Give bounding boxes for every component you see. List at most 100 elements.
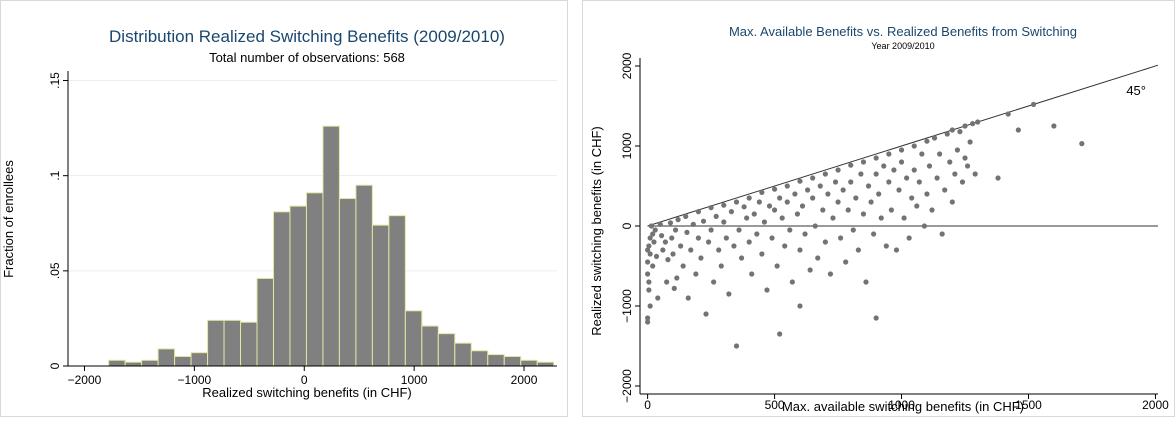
histogram-bar: [437, 333, 456, 367]
scatter-point: [807, 267, 813, 273]
scatter-point: [674, 275, 680, 281]
scatter-point: [647, 303, 653, 309]
histogram-title: Distribution Realized Switching Benefits…: [109, 27, 505, 46]
histogram-bar: [454, 342, 472, 367]
scatter-point: [959, 179, 966, 185]
scatter-point: [645, 319, 651, 325]
scatter-title: Max. Available Benefits vs. Realized Ben…: [729, 24, 1077, 39]
scatter-point: [868, 199, 874, 205]
scatter-point: [761, 219, 768, 225]
scatter-x-tick-label: 1000: [888, 398, 915, 412]
histogram-bar: [141, 359, 159, 367]
scatter-point: [904, 175, 910, 181]
scatter-point: [664, 279, 670, 285]
scatter-point: [863, 279, 869, 285]
scatter-point: [693, 271, 699, 277]
scatter-point: [995, 175, 1001, 181]
scatter-point: [914, 203, 920, 209]
scatter-point: [744, 215, 750, 221]
scatter-point: [779, 215, 785, 221]
scatter-point: [746, 195, 752, 201]
scatter-point: [646, 243, 652, 249]
scatter-point: [825, 191, 831, 197]
scatter-point: [860, 159, 867, 165]
scatter-point: [731, 243, 737, 249]
scatter-point: [840, 187, 846, 193]
scatter-point: [901, 215, 907, 221]
scatter-point: [964, 163, 971, 169]
scatter-point: [769, 235, 775, 241]
scatter-point: [919, 151, 925, 157]
scatter-point: [759, 189, 765, 195]
scatter-chart: 0 500 1000 1500 2000 −2000 −1000 0 1000 2000 Max.…: [589, 24, 1169, 414]
histogram-bar: [470, 350, 489, 367]
scatter-point: [754, 231, 760, 237]
scatter-point: [646, 279, 652, 285]
scatter-point: [921, 223, 927, 229]
scatter-point: [1079, 141, 1085, 147]
scatter-point: [929, 207, 935, 213]
scatter-point: [827, 271, 834, 277]
histogram-y-tick-label: .05: [48, 262, 62, 279]
scatter-point: [797, 303, 803, 309]
histogram-bar: [256, 277, 274, 367]
scatter-point: [671, 285, 677, 291]
scatter-point: [832, 179, 839, 185]
scatter-point: [708, 227, 714, 233]
scatter-point: [886, 151, 892, 157]
scatter-point: [947, 159, 953, 165]
scatter-point: [975, 119, 981, 125]
histogram-bar: [305, 192, 324, 367]
scatter-point: [820, 207, 826, 213]
histogram-x-tick-label: −2000: [68, 373, 102, 387]
scatter-point: [898, 147, 905, 153]
histogram-x-tick-label: 1000: [401, 373, 428, 387]
scatter-y-tick-label: 0: [620, 222, 634, 229]
scatter-point: [883, 243, 889, 249]
histogram-bar: [108, 359, 126, 367]
scatter-point: [784, 183, 790, 189]
histogram-bar: [174, 355, 192, 367]
scatter-point: [944, 131, 950, 137]
scatter-point: [771, 207, 778, 213]
scatter-point: [810, 195, 816, 201]
scatter-point: [774, 263, 780, 269]
histogram-bar: [520, 359, 538, 367]
scatter-45-degree-annotation: 45°: [1126, 83, 1146, 98]
scatter-point: [794, 211, 801, 217]
histogram-chart: −2000 −1000 0 1000 2000 0 .05 .1 .15 Distributio…: [1, 27, 557, 400]
scatter-point: [683, 213, 689, 219]
scatter-point: [645, 247, 651, 253]
scatter-point: [937, 151, 943, 157]
scatter-point: [708, 205, 714, 211]
scatter-point: [678, 243, 684, 249]
histogram-bars: [108, 125, 555, 367]
histogram-subtitle: Total number of observations: 568: [209, 50, 405, 65]
scatter-point: [746, 239, 752, 245]
scatter-point: [711, 279, 717, 285]
scatter-points: [645, 101, 1085, 349]
scatter-point: [949, 199, 955, 205]
histogram-x-tick-label: 2000: [511, 373, 538, 387]
scatter-y-tick-label: 2000: [620, 52, 634, 79]
histogram-bar: [289, 205, 307, 367]
scatter-point: [738, 255, 745, 261]
scatter-point: [759, 251, 765, 257]
histogram-ticks: −2000 −1000 0 1000 2000 0 .05 .1 .15: [48, 72, 538, 387]
scatter-point: [657, 221, 663, 227]
scatter-point: [850, 227, 856, 233]
scatter-point: [848, 179, 854, 185]
scatter-point: [645, 271, 651, 277]
scatter-point: [645, 259, 651, 265]
scatter-point: [652, 227, 658, 233]
scatter-point: [916, 179, 922, 185]
scatter-point: [962, 123, 968, 129]
scatter-point: [873, 155, 879, 161]
scatter-point: [855, 247, 861, 253]
scatter-point: [911, 143, 917, 149]
scatter-point: [792, 191, 798, 197]
scatter-point: [942, 187, 948, 193]
scatter-point: [972, 171, 978, 177]
scatter-point: [647, 251, 653, 257]
scatter-point: [728, 209, 735, 215]
